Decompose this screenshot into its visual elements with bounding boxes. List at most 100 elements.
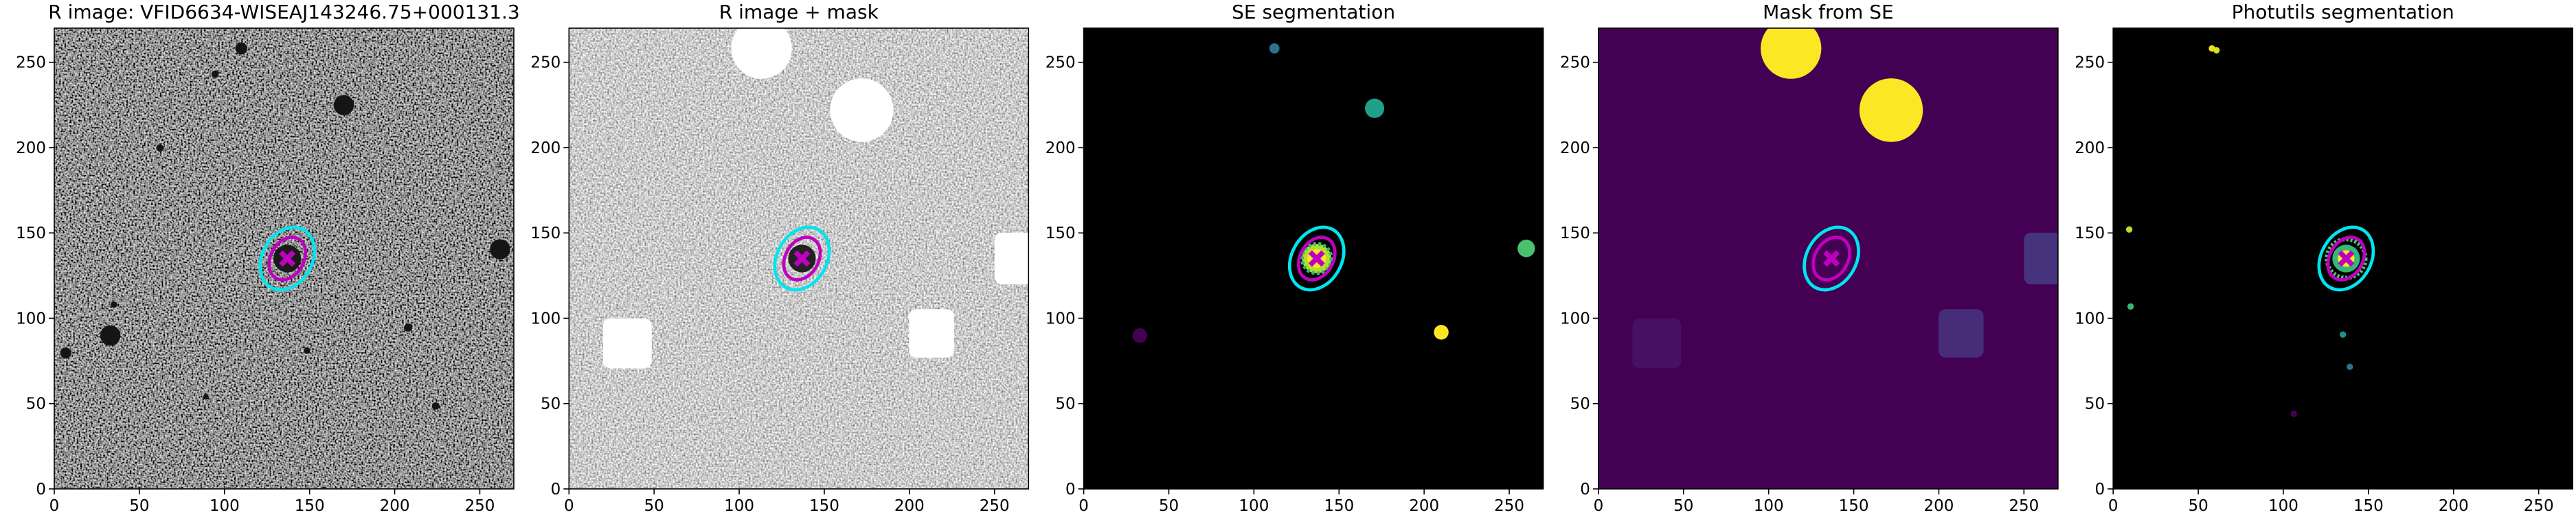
- mask-square: [602, 318, 652, 369]
- segment: [2127, 303, 2134, 310]
- source: [156, 144, 164, 152]
- x-tick-label: 150: [1839, 497, 1869, 515]
- y-tick-label: 0: [551, 481, 561, 499]
- panel-title: Photutils segmentation: [2232, 1, 2454, 23]
- x-tick-label: 200: [380, 497, 410, 515]
- y-tick-label: 250: [530, 54, 561, 72]
- axes-frame: [54, 27, 515, 490]
- source: [203, 393, 209, 400]
- aperture-inner: [1811, 236, 1851, 282]
- aperture-outer: [1287, 225, 1346, 292]
- aperture-inner: [782, 236, 822, 282]
- mask-square: [909, 309, 954, 358]
- aperture-outer: [1803, 225, 1860, 292]
- x-tick-label: 250: [2524, 497, 2554, 515]
- x-tick-label: 0: [1078, 497, 1089, 515]
- panel: Mask from SE 0 50 100 150 200 250 0 50 100 150 200 2…: [1560, 1, 2059, 515]
- image: [1083, 28, 1544, 489]
- x-tick-label: 150: [295, 497, 325, 515]
- mask-square: [1632, 318, 1682, 369]
- mask-square: [2024, 232, 2058, 285]
- y-tick-label: 250: [1046, 54, 1076, 72]
- axes-frame: [1083, 27, 1544, 490]
- y-tick-label: 250: [1560, 54, 1590, 72]
- aperture-inner: [1296, 236, 1337, 282]
- y-tick-label: 50: [1055, 396, 1075, 413]
- aperture-inner: [2326, 236, 2366, 282]
- y-tick-label: 250: [16, 54, 46, 72]
- mask-square: [1938, 309, 1984, 358]
- x-tick-label: 100: [1239, 497, 1269, 515]
- y-tick-label: 150: [1046, 225, 1076, 242]
- y-tick-label: 200: [1560, 139, 1590, 157]
- mask-circle: [830, 78, 894, 142]
- source: [490, 239, 510, 260]
- source: [431, 402, 440, 410]
- x-tick-label: 50: [2188, 497, 2208, 515]
- y-tick-label: 150: [2075, 225, 2105, 242]
- segment: [1517, 239, 1535, 258]
- segment: [2125, 226, 2133, 233]
- panel-title: SE segmentation: [1232, 1, 1395, 23]
- center-marker: [1823, 250, 1840, 267]
- y-tick-label: 100: [2075, 310, 2105, 328]
- image: [1598, 28, 2058, 489]
- segment: [1434, 325, 1449, 340]
- y-tick-label: 50: [541, 396, 561, 413]
- x-tick-label: 200: [1409, 497, 1439, 515]
- aperture-outer: [773, 225, 831, 292]
- center-marker: [793, 250, 811, 267]
- y-tick-label: 200: [2075, 139, 2105, 157]
- y-tick-label: 50: [26, 396, 46, 413]
- aperture-inner: [267, 236, 308, 282]
- mask-circle: [1859, 78, 1923, 142]
- y-tick-label: 150: [16, 225, 46, 242]
- source: [211, 70, 219, 78]
- mask-circle: [1761, 28, 1822, 79]
- y-tick-label: 150: [1560, 225, 1590, 242]
- x-tick-label: 0: [1594, 497, 1604, 515]
- y-tick-label: 0: [36, 481, 46, 499]
- segment: [2340, 331, 2347, 338]
- x-tick-label: 250: [980, 497, 1010, 515]
- x-tick-label: 200: [1924, 497, 1954, 515]
- x-tick-label: 0: [2108, 497, 2119, 515]
- segment: [2347, 363, 2353, 370]
- x-tick-label: 100: [1754, 497, 1784, 515]
- axes-frame: [1598, 27, 2059, 490]
- source: [235, 42, 247, 55]
- image: [54, 28, 514, 489]
- x-tick-label: 200: [2439, 497, 2469, 515]
- y-tick-label: 200: [530, 139, 561, 157]
- y-tick-label: 100: [530, 310, 561, 328]
- y-tick-label: 50: [2085, 396, 2105, 413]
- y-tick-label: 100: [1560, 310, 1590, 328]
- axes-frame: [2112, 27, 2573, 490]
- y-tick-label: 100: [16, 310, 46, 328]
- source: [333, 95, 354, 115]
- aperture-outer: [258, 225, 317, 292]
- y-tick-label: 0: [1580, 481, 1590, 499]
- y-tick-label: 50: [1570, 396, 1590, 413]
- source: [404, 323, 413, 332]
- y-tick-label: 0: [1065, 481, 1076, 499]
- x-tick-label: 150: [2353, 497, 2384, 515]
- center-marker: [1308, 250, 1325, 267]
- x-tick-label: 100: [2268, 497, 2298, 515]
- x-tick-label: 200: [894, 497, 925, 515]
- segment: [1132, 328, 1147, 343]
- x-tick-label: 150: [809, 497, 839, 515]
- source: [111, 301, 117, 308]
- segment: [1269, 43, 1280, 54]
- y-tick-label: 200: [1046, 139, 1076, 157]
- panel: R image: VFID6634-WISEAJ143246.75+000131…: [16, 1, 520, 515]
- y-tick-label: 250: [2075, 54, 2105, 72]
- y-tick-label: 150: [530, 225, 561, 242]
- panel: Photutils segmentation 0 50 100 150 200 250 0 50…: [2075, 1, 2573, 515]
- panel-title: R image + mask: [719, 1, 879, 23]
- y-tick-label: 0: [2095, 481, 2105, 499]
- center-marker: [279, 250, 296, 267]
- image: [2113, 28, 2573, 489]
- panel: SE segmentation 0 50 100 150 200 250 0 50 100 150 2…: [1046, 1, 1544, 515]
